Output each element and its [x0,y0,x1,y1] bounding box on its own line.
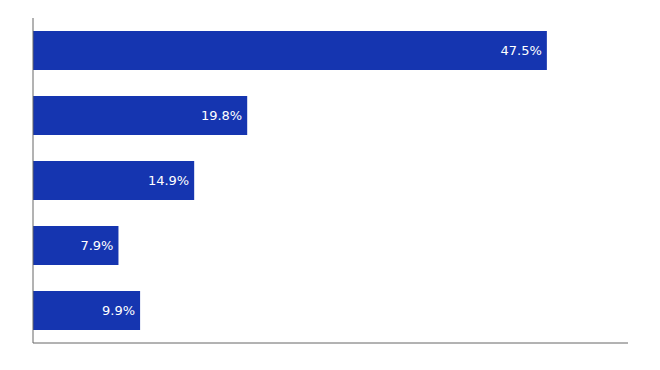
svg-text:47.5%: 47.5% [501,43,542,58]
svg-text:7.9%: 7.9% [80,238,113,253]
svg-text:9.9%: 9.9% [102,303,135,318]
svg-text:14.9%: 14.9% [148,173,189,188]
svg-text:19.8%: 19.8% [201,108,242,123]
